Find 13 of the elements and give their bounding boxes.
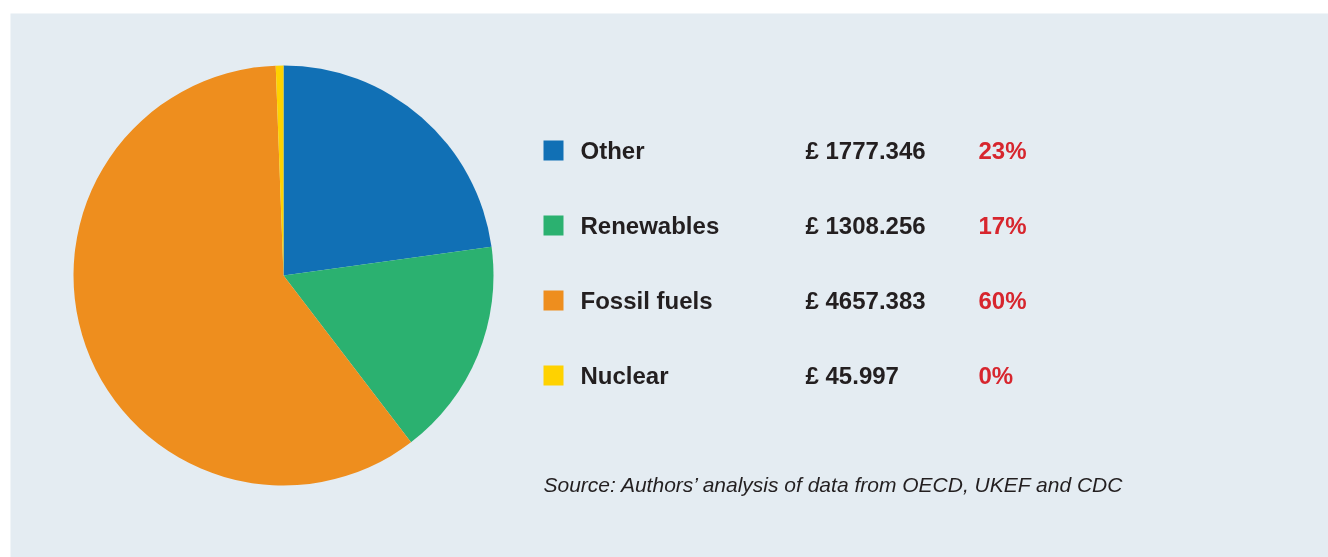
text: 0% xyxy=(978,362,1014,389)
legend-label: Fossil fuels xyxy=(580,287,713,314)
data-label: £ 1308.256 xyxy=(805,212,926,239)
legend-label: Renewables xyxy=(580,212,720,239)
text: 23% xyxy=(978,137,1027,164)
legend-label: Nuclear xyxy=(580,362,669,389)
data-label: £ 45.997 xyxy=(805,362,899,389)
text: 17% xyxy=(978,212,1027,239)
data-label: £ 4657.383 xyxy=(805,287,926,314)
text: 60% xyxy=(978,287,1027,314)
source-note: Source: Authors’ analysis of data from OECD, UKEF and CDC xyxy=(543,473,1124,496)
data-label: £ 1777.346 xyxy=(805,137,926,164)
legend-label: Other xyxy=(580,137,645,164)
